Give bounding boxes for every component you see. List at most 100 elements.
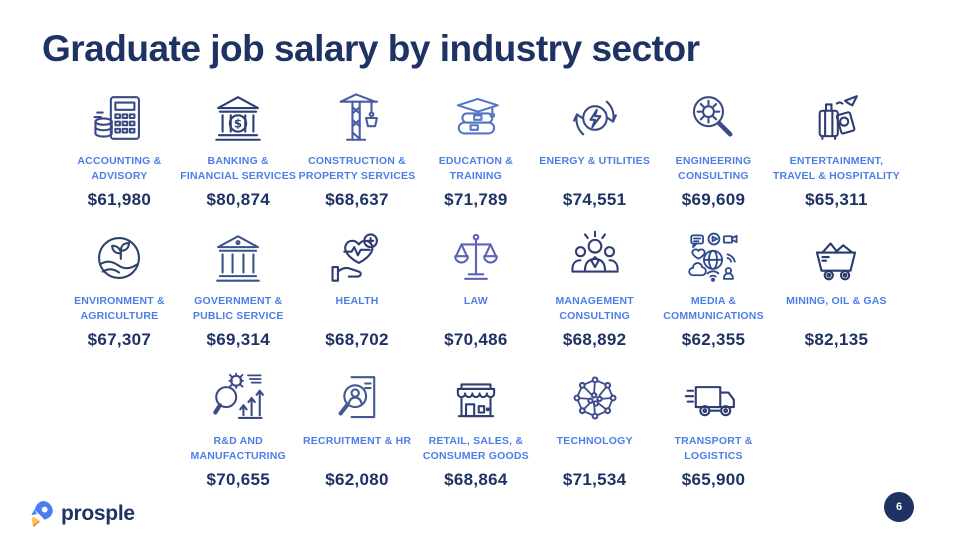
sector-label: EDUCATION & TRAINING (438, 155, 514, 183)
sector-icon-box (566, 88, 624, 148)
sector-icon-box (328, 88, 386, 148)
sector-label: RETAIL, SALES, & CONSUMER GOODS (422, 435, 529, 463)
sector-icon-box (447, 228, 505, 288)
scales-icon (453, 233, 498, 280)
sector-icon-box (209, 228, 267, 288)
research-growth-icon (213, 372, 265, 419)
sector-salary: $71,534 (562, 470, 627, 489)
sector-item: HEALTH $68,702 (298, 228, 417, 350)
sector-salary: $61,980 (87, 190, 152, 209)
sector-item: RECRUITMENT & HR $62,080 (298, 368, 417, 490)
sector-label: ENVIRONMENT & AGRICULTURE (74, 295, 165, 323)
sector-item: LAW $70,486 (416, 228, 535, 350)
graduation-books-icon (456, 97, 499, 135)
sector-icon-box (209, 368, 267, 428)
sector-label: RECRUITMENT & HR (302, 435, 412, 447)
sector-salary: $70,655 (206, 470, 270, 489)
sector-icon-box (328, 368, 386, 428)
sector-item: MINING, OIL & GAS $82,135 (773, 228, 900, 350)
bank-icon: $ (215, 96, 262, 141)
sector-icon-box (90, 88, 148, 148)
sector-icon-box (684, 368, 742, 428)
sector-icon-box (684, 228, 742, 288)
sector-item: ENERGY & UTILITIES $74,551 (535, 88, 654, 210)
sector-salary: $65,311 (805, 190, 868, 209)
sector-item: TECHNOLOGY $71,534 (535, 368, 654, 490)
field-sprout-icon (98, 237, 141, 279)
sector-item: MEDIA & COMMUNICATIONS $62,355 (654, 228, 773, 350)
sector-item: ACCOUNTING & ADVISORY $61,980 (60, 88, 179, 210)
sector-item: TRANSPORT & LOGISTICS $65,900 (654, 368, 773, 490)
mining-cart-icon (816, 242, 857, 281)
sector-icon-box (328, 228, 386, 288)
sector-icon-box (684, 88, 742, 148)
sector-salary: $68,637 (325, 190, 389, 209)
sector-icon-box (566, 368, 624, 428)
rocket-icon (31, 501, 53, 527)
sector-salary: $67,307 (87, 330, 152, 349)
sector-label: TECHNOLOGY (556, 435, 633, 447)
government-building-icon (216, 235, 261, 282)
sector-label: GOVERNMENT & PUBLIC SERVICE (192, 295, 284, 323)
sector-salary: $68,864 (444, 470, 508, 489)
crane-icon (339, 93, 379, 141)
sector-label: BANKING & FINANCIAL SERVICES (180, 155, 297, 183)
sector-salary: $68,702 (325, 330, 389, 349)
sector-item: R&D AND MANUFACTURING $70,655 (179, 368, 298, 490)
svg-text:$: $ (234, 117, 242, 131)
sector-label: LAW (463, 295, 488, 307)
sector-item: ENGINEERING CONSULTING $69,609 (654, 88, 773, 210)
sector-salary: $62,355 (681, 330, 746, 349)
sector-salary: $70,486 (444, 330, 508, 349)
sector-icon-box (807, 88, 865, 148)
sector-label: ENTERTAINMENT, TRAVEL & HOSPITALITY (772, 155, 900, 183)
truck-icon (685, 386, 736, 417)
sector-salary: $80,874 (206, 190, 270, 209)
brand-logo: prosple (28, 500, 135, 528)
sector-salary: $65,900 (681, 470, 746, 489)
sector-salary: $69,314 (206, 330, 270, 349)
hand-heart-icon (331, 233, 379, 282)
sector-item: MANAGEMENT CONSULTING $68,892 (535, 228, 654, 350)
sector-label: MANAGEMENT CONSULTING (555, 295, 634, 323)
sector-icon-box (447, 88, 505, 148)
sector-salary: $62,080 (325, 470, 389, 489)
sector-label: ENERGY & UTILITIES (539, 155, 651, 167)
globe-media-icon (688, 232, 738, 282)
calculator-coins-icon (93, 96, 141, 140)
network-mesh-icon (573, 376, 617, 420)
sector-item: ENTERTAINMENT, TRAVEL & HOSPITALITY $65,… (773, 88, 900, 210)
sector-label: ACCOUNTING & ADVISORY (77, 155, 162, 183)
travel-suitcase-icon (819, 95, 859, 140)
sector-item: ENVIRONMENT & AGRICULTURE $67,307 (60, 228, 179, 350)
sector-label: HEALTH (335, 295, 379, 307)
gear-magnifier-icon (693, 96, 733, 137)
sector-icon-box (807, 228, 865, 288)
sector-icon-box (90, 228, 148, 288)
sector-label: MEDIA & COMMUNICATIONS (663, 295, 764, 323)
energy-recycle-bolt-icon (572, 100, 617, 136)
sector-label: MINING, OIL & GAS (786, 295, 887, 307)
page-title: Graduate job salary by industry sector (42, 28, 700, 69)
sector-salary: $69,609 (681, 190, 746, 209)
sector-label: CONSTRUCTION & PROPERTY SERVICES (298, 155, 416, 183)
sector-salary: $68,892 (562, 330, 627, 349)
sector-label: R&D AND MANUFACTURING (190, 435, 286, 463)
sector-icon-box (447, 368, 505, 428)
page-number-badge: 6 (884, 492, 914, 522)
sector-label: TRANSPORT & LOGISTICS (674, 435, 753, 463)
sector-item: RETAIL, SALES, & CONSUMER GOODS $68,864 (416, 368, 535, 490)
brand-name: prosple (61, 502, 135, 525)
sector-salary: $82,135 (804, 330, 869, 349)
sector-item: $ BANKING & FINANCIAL SERVICES $80,874 (179, 88, 298, 210)
sector-item: CONSTRUCTION & PROPERTY SERVICES $68,637 (298, 88, 417, 210)
sector-icon-box: $ (209, 88, 267, 148)
sector-label: ENGINEERING CONSULTING (675, 155, 752, 183)
sector-salary: $71,789 (444, 190, 508, 209)
sector-salary: $74,551 (562, 190, 627, 209)
magnifier-person-icon (338, 376, 376, 419)
team-people-icon (570, 230, 619, 273)
sector-grid: ACCOUNTING & ADVISORY $61,980 $ BANKING … (60, 88, 900, 490)
sector-item: GOVERNMENT & PUBLIC SERVICE $69,314 (179, 228, 298, 350)
